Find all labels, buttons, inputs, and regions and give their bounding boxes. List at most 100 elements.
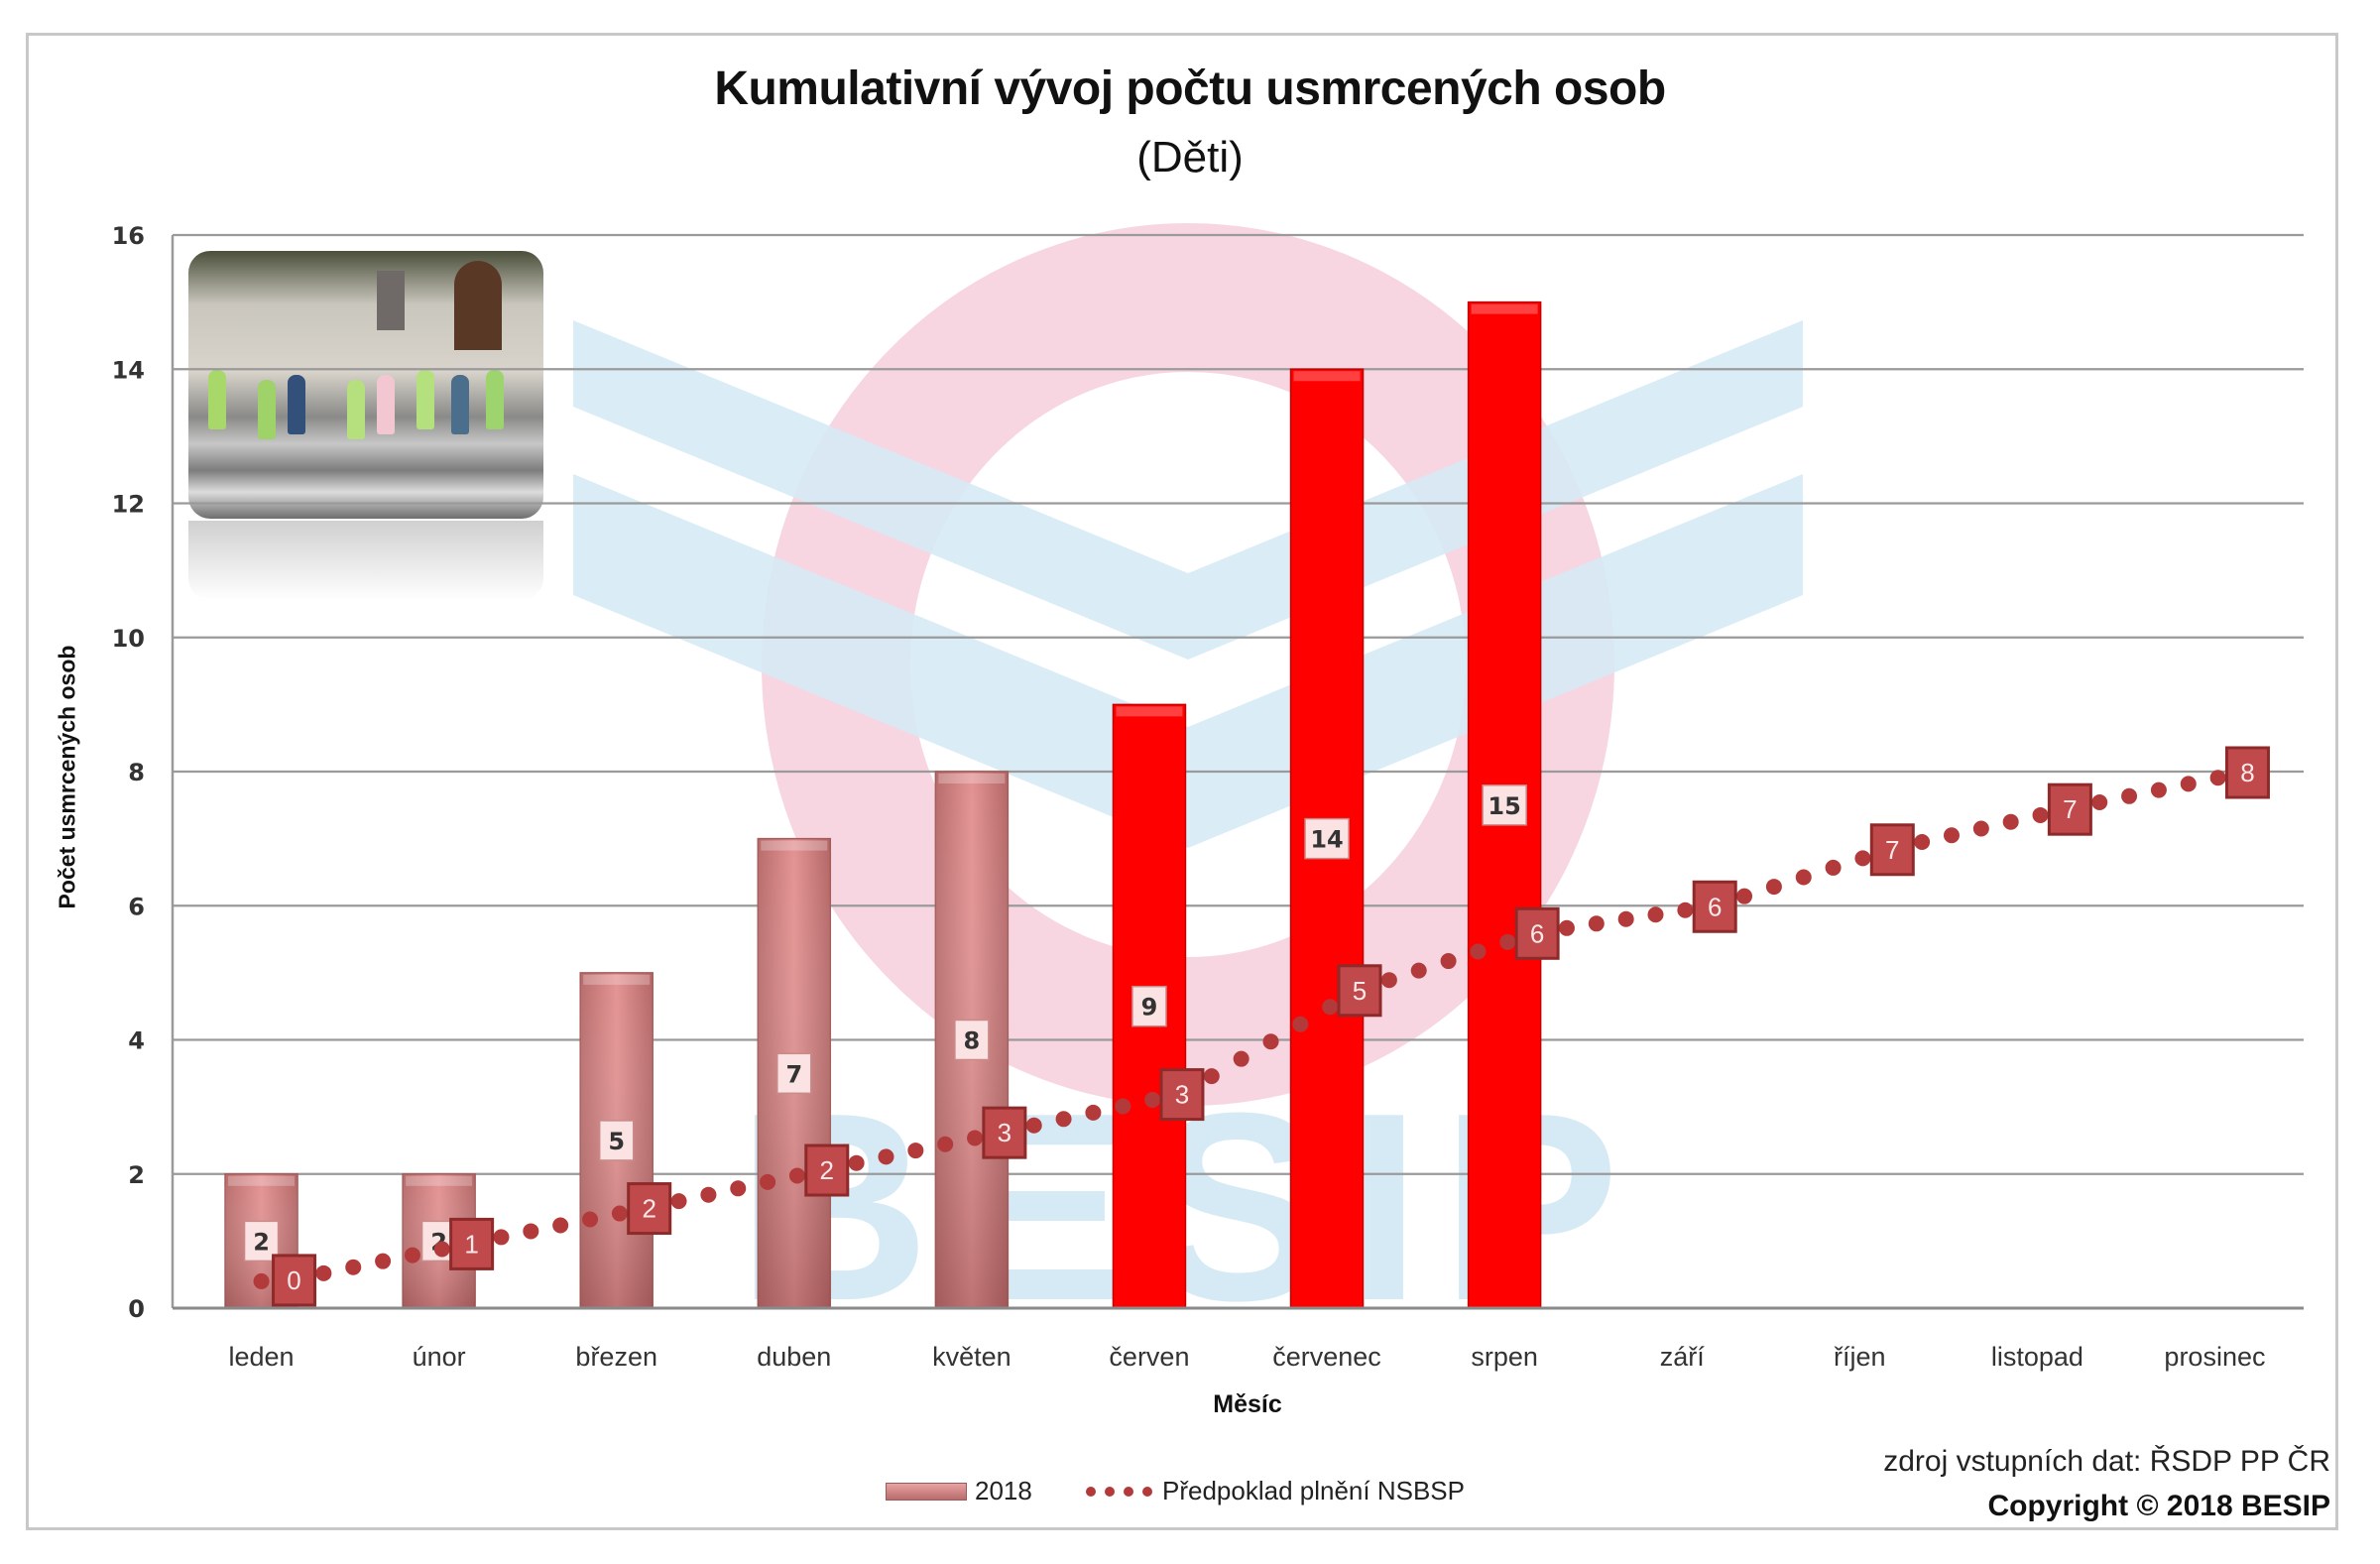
trend-value-label [449, 1217, 495, 1270]
trend-dot [1736, 888, 1753, 904]
trend-dot [760, 1173, 776, 1190]
svg-text:3: 3 [1175, 1080, 1189, 1110]
trend-dot [1085, 1104, 1102, 1121]
trend-dot [1115, 1098, 1131, 1115]
svg-text:2: 2 [642, 1194, 655, 1224]
trend-dot [1943, 827, 1960, 844]
x-tick-label: květen [932, 1342, 1012, 1372]
x-tick-label: září [1660, 1342, 1706, 1372]
svg-text:9: 9 [1141, 994, 1158, 1022]
svg-text:5: 5 [608, 1128, 625, 1155]
trend-dot [1410, 962, 1427, 979]
svg-text:2: 2 [253, 1228, 270, 1256]
trend-dot [2091, 793, 2108, 810]
bar-value-label [1304, 817, 1350, 860]
watermark-chevron-top [573, 320, 1803, 660]
photo-reflection [188, 521, 543, 600]
x-tick-label: listopad [1991, 1342, 2083, 1372]
x-tick-label: duben [757, 1342, 831, 1372]
y-axis-title: Počet usmrcených osob [54, 645, 80, 909]
trend-dot [1055, 1111, 1072, 1128]
trend-dot [1440, 953, 1457, 970]
bar-value-label [954, 1019, 990, 1061]
y-tick-label: 12 [112, 491, 145, 519]
chart-title: Kumulativní vývoj počtu usmrcených osob [714, 62, 1666, 115]
photo-window [377, 271, 405, 330]
svg-text:8: 8 [2240, 758, 2254, 787]
y-tick-label: 4 [128, 1027, 145, 1055]
trend-value-label [627, 1182, 672, 1236]
svg-text:8: 8 [964, 1027, 981, 1055]
photo-child [486, 370, 504, 429]
trend-value-label [2047, 782, 2092, 836]
trend-dot [1233, 1050, 1250, 1067]
legend-bar-swatch [886, 1482, 967, 1501]
x-tick-label: červen [1109, 1342, 1189, 1372]
trend-dot [493, 1229, 510, 1246]
trend-value-label [2224, 746, 2270, 799]
trend-dot [1292, 1016, 1309, 1032]
photo-child [288, 375, 305, 434]
trend-dot [315, 1264, 332, 1281]
photo-child [347, 380, 365, 439]
trend-dot [1499, 933, 1516, 950]
trend-dot [967, 1130, 984, 1146]
trend-dot [1825, 859, 1842, 876]
bar-value-label [598, 1120, 635, 1161]
trend-dot [2002, 813, 2019, 830]
trend-value-label [804, 1143, 850, 1197]
svg-text:7: 7 [785, 1060, 802, 1088]
svg-text:14: 14 [1310, 826, 1343, 854]
trend-dot [907, 1143, 924, 1159]
trend-dot [433, 1241, 450, 1258]
trend-dot [1558, 919, 1575, 936]
trend-dot [1854, 850, 1871, 867]
trend-dot [788, 1167, 805, 1184]
x-tick-label: prosinec [2164, 1342, 2265, 1372]
data-source-note: zdroj vstupních dat: ŘSDP PP ČR [1883, 1445, 2330, 1478]
y-tick-label: 14 [112, 356, 145, 384]
children-crossing-photo [188, 251, 543, 519]
trend-dot [375, 1253, 392, 1269]
bar-value-label [776, 1052, 812, 1095]
legend-item-nsbsp: Předpoklad plnění NSBSP [1086, 1476, 1465, 1506]
svg-text:5: 5 [1353, 976, 1367, 1006]
trend-dot [2150, 782, 2167, 798]
trend-dot [552, 1217, 569, 1234]
trend-dot [700, 1186, 717, 1203]
trend-dot [848, 1154, 865, 1171]
trend-dot [523, 1223, 539, 1240]
x-tick-label: únor [413, 1342, 466, 1372]
y-tick-label: 8 [128, 759, 145, 786]
trend-dot [1617, 910, 1634, 927]
y-tick-label: 16 [112, 222, 145, 250]
trend-dot [670, 1193, 687, 1210]
y-tick-label: 0 [128, 1295, 145, 1323]
trend-dot [1588, 915, 1605, 932]
trend-dot [1470, 943, 1487, 960]
svg-text:6: 6 [1530, 918, 1544, 948]
svg-text:0: 0 [287, 1265, 300, 1295]
svg-text:1: 1 [464, 1229, 478, 1259]
photo-child [377, 375, 395, 434]
trend-dot [937, 1136, 954, 1152]
trend-dot [1765, 879, 1782, 896]
svg-text:7: 7 [1885, 835, 1899, 865]
svg-text:6: 6 [1708, 892, 1722, 921]
trend-value-label [1869, 823, 1915, 877]
bar-value-label [243, 1220, 280, 1263]
trend-dot [2121, 787, 2138, 804]
trend-dot [404, 1247, 420, 1263]
x-tick-label: březen [575, 1342, 657, 1372]
legend-dotted-line-swatch [1086, 1486, 1152, 1497]
trend-dot [1677, 902, 1694, 918]
watermark-chevron-bottom [573, 474, 1803, 848]
trend-value-label [1159, 1068, 1205, 1122]
trend-dot [1322, 999, 1339, 1016]
trend-dot [878, 1148, 894, 1165]
y-tick-label: 6 [128, 893, 145, 920]
copyright-note: Copyright © 2018 BESIP [1987, 1490, 2330, 1522]
x-tick-label: leden [229, 1342, 295, 1372]
trend-dot [611, 1205, 628, 1222]
